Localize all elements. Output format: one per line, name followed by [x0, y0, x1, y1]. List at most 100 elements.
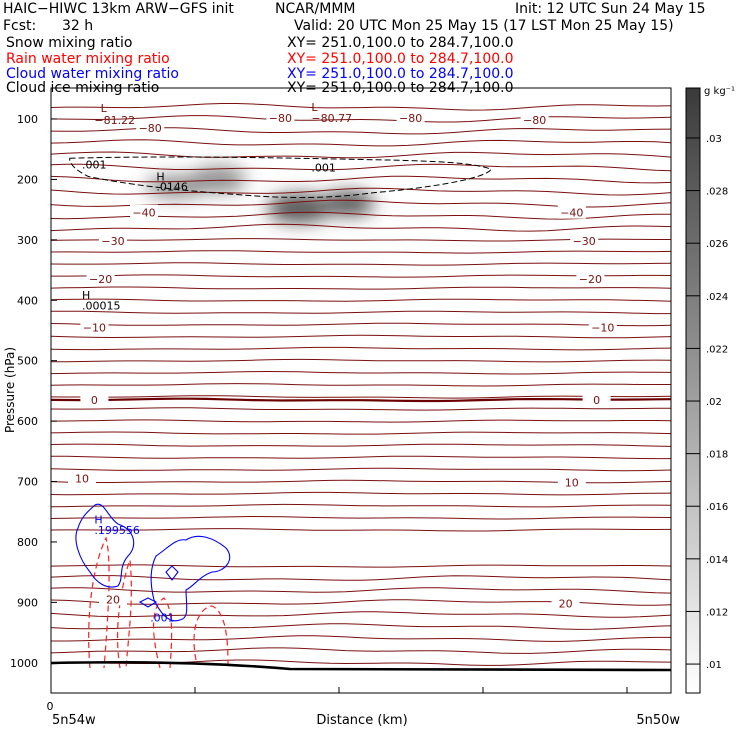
extremum-label: H: [82, 289, 90, 302]
contour-line: [51, 407, 671, 411]
contour-line: [51, 443, 671, 447]
extremum-label: .199556: [94, 524, 139, 537]
extremum-label: .00015: [82, 300, 121, 313]
extremum-label: −81.22: [94, 114, 135, 127]
temperature-label: 10: [565, 477, 579, 490]
colorbar-tick-label: .028: [706, 187, 728, 198]
temperature-label-bg: [557, 204, 586, 219]
temperature-label: −30: [101, 235, 124, 248]
contour-line: [51, 587, 671, 594]
colorbar-tick-label: .03: [706, 134, 722, 145]
colorbar-unit: g kg⁻¹: [704, 86, 735, 97]
contour-line: [51, 623, 671, 630]
contour-line: [51, 395, 671, 399]
freezing-level-contour: [51, 397, 671, 403]
temperature-label: −20: [579, 273, 602, 286]
org-label: NCAR/MMM: [275, 1, 356, 17]
contour-line: [51, 358, 671, 363]
y-tick-label: 300: [17, 234, 38, 247]
extremum-label: −80.77: [311, 112, 352, 125]
colorbar-tick-label: .012: [706, 607, 728, 618]
rain-contours: [88, 536, 229, 669]
x-start-tick-label: 0: [47, 700, 54, 713]
colorbar: [685, 87, 701, 694]
snow-blob: [267, 194, 331, 223]
cloud-ice-dashed-contour: [69, 156, 492, 198]
temperature-label: 20: [106, 593, 120, 606]
plot-frame: [50, 87, 672, 694]
temperature-label: −40: [132, 207, 155, 220]
contour-line: [51, 467, 671, 472]
temperature-label: 0: [91, 394, 98, 407]
contour-line: [51, 103, 671, 111]
contour-line: [51, 383, 671, 387]
cloud-water-contour: [150, 535, 231, 622]
extremum-label: H: [156, 170, 164, 183]
y-tick-label: 500: [17, 355, 38, 368]
extremum-label: L: [311, 101, 318, 114]
contour-line: [51, 163, 671, 172]
contour-line: [51, 151, 671, 159]
forecast-hours: 32 h: [62, 18, 94, 34]
contour-line: [51, 611, 671, 618]
temperature-label-bg: [551, 595, 580, 610]
temperature-label-bg: [396, 109, 425, 124]
contour-line: [51, 419, 671, 423]
temperature-label-bg: [582, 391, 611, 406]
y-tick-label: 400: [17, 294, 38, 307]
init-time: Init: 12 UTC Sun 24 May 15: [515, 1, 706, 17]
legend-cloud-water-xy: XY= 251.0,100.0 to 284.7,100.0: [287, 66, 514, 82]
extremum-label: .001: [311, 161, 336, 174]
y-tick-label: 200: [17, 173, 38, 186]
temperature-label: −80: [399, 112, 422, 125]
colorbar-tick-label: .016: [706, 502, 728, 513]
temperature-label: −10: [591, 321, 614, 334]
contour-line: [51, 115, 671, 123]
x-axis-label: Distance (km): [316, 713, 407, 728]
colorbar-tick-label: .014: [706, 555, 728, 566]
contour-line: [51, 238, 671, 242]
temperature-label-bg: [136, 120, 165, 135]
contour-line: [51, 346, 671, 351]
rain-contour: [153, 597, 173, 669]
contour-line: [51, 515, 671, 520]
temperature-label-bg: [86, 271, 115, 286]
contour-line: [51, 139, 671, 147]
temperature-label-bg: [99, 233, 127, 248]
legend-snow-name: Snow mixing ratio: [6, 35, 133, 51]
cloud-water-contour: [165, 565, 179, 581]
temperature-label-bg: [68, 470, 96, 485]
temperature-label-bg: [520, 112, 549, 127]
contour-line: [51, 286, 671, 290]
snow-blob: [322, 191, 375, 216]
extremum-label: .001: [150, 611, 175, 624]
temperature-label: −30: [573, 235, 596, 248]
forecast-label: Fcst:: [3, 18, 37, 34]
y-tick-label: 900: [17, 596, 38, 609]
snow-blob: [190, 166, 247, 193]
contour-line: [51, 334, 671, 339]
contour-line: [51, 187, 671, 196]
legend-cloud-water-name: Cloud water mixing ratio: [6, 66, 179, 82]
y-tick-label: 100: [17, 113, 38, 126]
contour-line: [51, 647, 671, 654]
rain-contour: [117, 559, 132, 669]
contour-line: [51, 635, 671, 642]
temperature-label: −80: [523, 114, 546, 127]
extremum-label: H: [94, 514, 102, 527]
temperature-label-bg: [80, 319, 109, 334]
temperature-label: −20: [89, 273, 112, 286]
temperature-label-bg: [99, 591, 127, 606]
colorbar-tick-label: .01: [706, 660, 722, 671]
colorbar-tick-label: .022: [706, 344, 728, 355]
colorbar-tick-label: .02: [706, 397, 722, 408]
temperature-label: 20: [559, 598, 573, 611]
temperature-contours: [51, 103, 671, 666]
y-tick-label: 700: [17, 476, 38, 489]
terrain-surface-line: [50, 660, 672, 672]
temperature-label-bg: [570, 233, 599, 248]
rain-contour: [88, 536, 110, 669]
colorbar-tick-label: .026: [706, 239, 728, 250]
cloud-water-contours: [75, 503, 231, 622]
